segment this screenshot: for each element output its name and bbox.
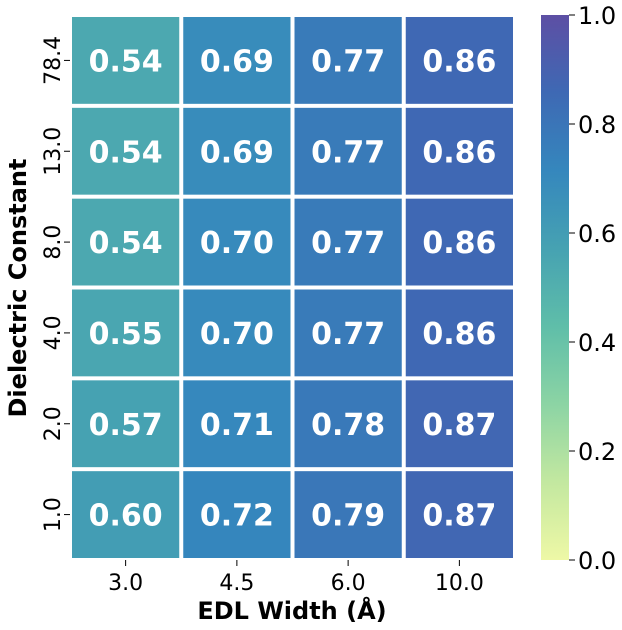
cell-value-label: 0.86: [422, 44, 496, 79]
heatmap-cell: [294, 289, 402, 377]
y-tick-label: 78.4: [41, 36, 66, 85]
cell-value-label: 0.77: [311, 226, 385, 261]
cell-value-label: 0.69: [200, 44, 274, 79]
cell-value-label: 0.70: [200, 317, 274, 352]
colorbar-tick-label: 0.4: [578, 329, 616, 357]
heatmap-cell: [183, 17, 291, 104]
heatmap-cell: [294, 17, 402, 104]
y-tick-label: 8.0: [41, 225, 66, 260]
x-tick-labels: 3.0 4.5 6.0 10.0: [108, 560, 484, 596]
heatmap-cell: [72, 198, 180, 286]
cell-value-label: 0.54: [89, 226, 163, 261]
cell-value-label: 0.78: [311, 408, 385, 443]
colorbar-tick-label: 0.6: [578, 220, 616, 248]
heatmap-cell: [72, 107, 180, 195]
heatmap-cell: [183, 471, 291, 558]
heatmap-cell: [405, 289, 513, 377]
cell-value-label: 0.54: [89, 135, 163, 170]
colorbar-tick-label: 0.2: [578, 438, 616, 466]
cell-value-label: 0.77: [311, 44, 385, 79]
y-tick-label: 1.0: [41, 497, 66, 532]
x-axis-label: EDL Width (Å): [197, 596, 386, 625]
x-tick-label: 4.5: [219, 571, 254, 596]
heatmap-cell: [72, 471, 180, 558]
heatmap-cell: [183, 380, 291, 468]
heatmap-cell: [183, 289, 291, 377]
y-tick-labels: 78.4 13.0 8.0 4.0 2.0 1.0: [41, 36, 70, 532]
heatmap-cell: [183, 198, 291, 286]
colorbar-ticks: 0.0 0.2 0.4 0.6 0.8 1.0: [569, 2, 616, 575]
cell-value-label: 0.77: [311, 317, 385, 352]
cell-value-label: 0.57: [89, 408, 163, 443]
y-tick-label: 4.0: [41, 315, 66, 350]
colorbar-tick-label: 1.0: [578, 2, 616, 30]
heatmap-cell: [405, 198, 513, 286]
x-tick-label: 6.0: [331, 571, 366, 596]
cell-value-label: 0.55: [89, 317, 163, 352]
heatmap-cell: [405, 471, 513, 558]
cell-value-label: 0.71: [200, 408, 274, 443]
cell-value-label: 0.87: [422, 408, 496, 443]
heatmap-cell: [183, 107, 291, 195]
cell-value-label: 0.69: [200, 135, 274, 170]
heatmap-cell: [294, 471, 402, 558]
cell-value-label: 0.87: [422, 499, 496, 534]
y-tick-label: 13.0: [41, 127, 66, 176]
heatmap-cell: [294, 107, 402, 195]
heatmap-cell: [72, 289, 180, 377]
cell-value-label: 0.60: [89, 499, 163, 534]
cell-value-label: 0.72: [200, 499, 274, 534]
heatmap-cell: [72, 17, 180, 104]
x-tick-label: 3.0: [108, 571, 143, 596]
cell-value-label: 0.86: [422, 135, 496, 170]
colorbar: 0.0 0.2 0.4 0.6 0.8 1.0: [541, 2, 616, 575]
cell-value-label: 0.86: [422, 317, 496, 352]
cell-value-label: 0.54: [89, 44, 163, 79]
heatmap-cell: [294, 380, 402, 468]
heatmap-cell: [405, 107, 513, 195]
colorbar-gradient: [541, 15, 569, 560]
colorbar-tick-label: 0.8: [578, 111, 616, 139]
cell-value-label: 0.70: [200, 226, 274, 261]
colorbar-tick-label: 0.0: [578, 547, 616, 575]
cell-value-label: 0.77: [311, 135, 385, 170]
heatmap-cell: [294, 198, 402, 286]
heatmap-cells: 0.54 0.69 0.77 0.86 0.54 0.69 0.77 0.86 0.54 0.70…: [72, 17, 513, 558]
y-axis-label: Dielectric Constant: [4, 159, 32, 418]
cell-value-label: 0.79: [311, 499, 385, 534]
x-tick-label: 10.0: [435, 571, 484, 596]
cell-value-label: 0.86: [422, 226, 496, 261]
heatmap-cell: [405, 380, 513, 468]
y-tick-label: 2.0: [41, 406, 66, 441]
heatmap-cell: [405, 17, 513, 104]
heatmap-cell: [72, 380, 180, 468]
